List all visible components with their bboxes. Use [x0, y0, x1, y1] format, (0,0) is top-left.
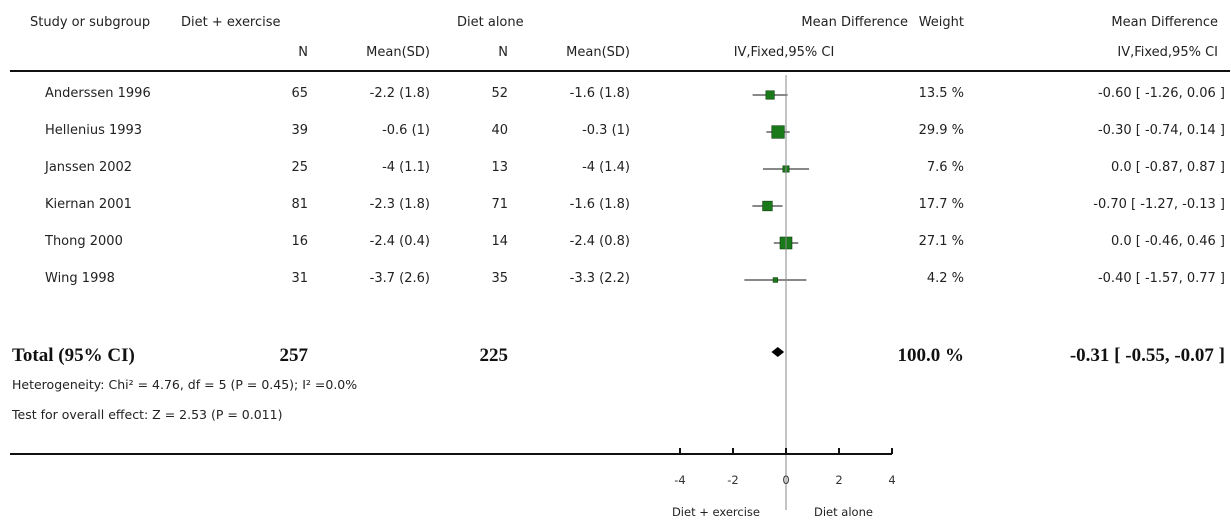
- effect-marker: [765, 90, 775, 100]
- x-tick-label: 4: [888, 473, 895, 487]
- study-weight: 29.9 %: [918, 123, 964, 138]
- total-ci: -0.31 [ -0.55, -0.07 ]: [1069, 345, 1225, 366]
- study-weight: 27.1 %: [918, 234, 964, 249]
- study-name: Wing 1998: [45, 271, 115, 286]
- header-group1: Diet + exercise: [181, 15, 281, 30]
- study-n1: 39: [291, 123, 308, 138]
- header-study: Study or subgroup: [30, 15, 151, 30]
- study-name: Thong 2000: [45, 234, 123, 249]
- header-group2: Diet alone: [457, 15, 524, 30]
- total-n2: 225: [479, 345, 509, 366]
- study-ci: -0.70 [ -1.27, -0.13 ]: [1093, 197, 1225, 212]
- header-mean1: Mean(SD): [366, 45, 430, 60]
- header-n1: N: [298, 45, 308, 60]
- study-n2: 35: [491, 271, 508, 286]
- plot-title-text: Mean Difference: [801, 15, 908, 30]
- study-n1: 25: [291, 160, 308, 175]
- study-n1: 81: [291, 197, 308, 212]
- study-n1: 31: [291, 271, 308, 286]
- study-ci: -0.40 [ -1.57, 0.77 ]: [1097, 271, 1225, 286]
- study-mean-sd1: -4 (1.1): [382, 160, 430, 175]
- study-mean-sd2: -4 (1.4): [582, 160, 630, 175]
- study-n2: 52: [491, 86, 508, 101]
- study-weight: 13.5 %: [918, 86, 964, 101]
- heterogeneity-note: Heterogeneity: Chi² = 4.76, df = 5 (P = …: [12, 377, 358, 392]
- total-n1: 257: [279, 345, 309, 366]
- study-mean-sd2: -1.6 (1.8): [569, 86, 630, 101]
- study-n2: 14: [491, 234, 508, 249]
- study-mean-sd2: -0.3 (1): [582, 123, 630, 138]
- total-weight: 100.0 %: [897, 345, 965, 366]
- x-tick-label: 2: [835, 473, 842, 487]
- header-md-title: Mean Difference: [1111, 15, 1218, 30]
- study-ci: 0.0 [ -0.87, 0.87 ]: [1110, 160, 1225, 175]
- study-ci: -0.30 [ -0.74, 0.14 ]: [1097, 123, 1225, 138]
- study-mean-sd2: -2.4 (0.8): [569, 234, 630, 249]
- pooled-diamond: [771, 347, 785, 357]
- effect-marker: [771, 125, 785, 139]
- x-tick-label: -2: [727, 473, 738, 487]
- study-mean-sd1: -2.2 (1.8): [369, 86, 430, 101]
- study-mean-sd2: -3.3 (2.2): [569, 271, 630, 286]
- study-mean-sd2: -1.6 (1.8): [569, 197, 630, 212]
- header-rule: [10, 70, 1230, 72]
- bottom-rule-left: [10, 453, 685, 455]
- header-weight: Weight: [918, 15, 964, 30]
- study-n1: 65: [291, 86, 308, 101]
- study-name: Anderssen 1996: [45, 86, 151, 101]
- header-plot-sub: IV,Fixed,95% CI: [733, 45, 835, 60]
- study-name: Janssen 2002: [45, 160, 133, 175]
- study-name: Hellenius 1993: [45, 123, 143, 138]
- header-plot-title: Mean Difference: [700, 15, 960, 30]
- study-n2: 71: [491, 197, 508, 212]
- study-ci: 0.0 [ -0.46, 0.46 ]: [1110, 234, 1225, 249]
- study-name: Kiernan 2001: [45, 197, 132, 212]
- header-n2: N: [498, 45, 508, 60]
- study-mean-sd1: -2.3 (1.8): [369, 197, 430, 212]
- study-mean-sd1: -2.4 (0.4): [369, 234, 430, 249]
- study-weight: 4.2 %: [926, 271, 964, 286]
- x-tick-label: 0: [782, 473, 789, 487]
- study-weight: 17.7 %: [918, 197, 964, 212]
- study-weight: 7.6 %: [926, 160, 964, 175]
- axis-left-label: Diet + exercise: [671, 505, 760, 519]
- effect-marker: [772, 277, 779, 283]
- total-label: Total (95% CI): [12, 345, 135, 366]
- effect-marker: [762, 200, 773, 212]
- study-ci: -0.60 [ -1.26, 0.06 ]: [1097, 86, 1225, 101]
- study-n2: 40: [491, 123, 508, 138]
- header-md-sub: IV,Fixed,95% CI: [1117, 45, 1218, 60]
- study-mean-sd1: -0.6 (1): [382, 123, 430, 138]
- study-n1: 16: [291, 234, 308, 249]
- axis-right-label: Diet alone: [814, 505, 873, 519]
- overall-effect-note: Test for overall effect: Z = 2.53 (P = 0…: [12, 407, 283, 422]
- study-n2: 13: [491, 160, 508, 175]
- x-tick-label: -4: [674, 473, 685, 487]
- study-mean-sd1: -3.7 (2.6): [369, 271, 430, 286]
- header-mean2: Mean(SD): [566, 45, 630, 60]
